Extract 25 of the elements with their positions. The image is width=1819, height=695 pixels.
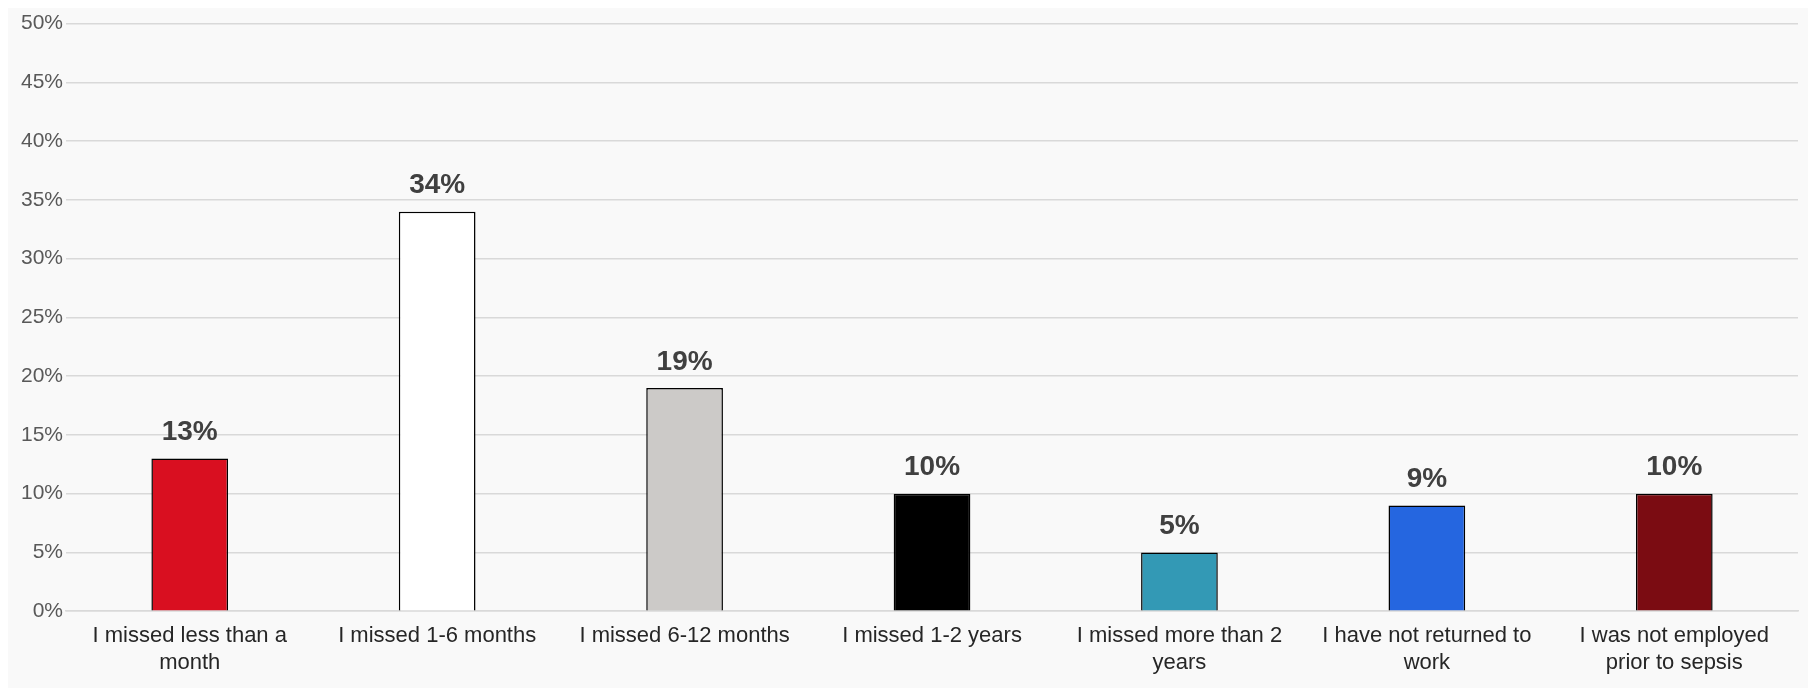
- x-tick-label: I missed less than a month: [92, 622, 288, 674]
- data-label: 19%: [656, 344, 713, 376]
- y-tick-label: 15%: [21, 421, 64, 445]
- x-tick-label: I missed 1-2 years: [842, 622, 1022, 648]
- y-tick-label: 25%: [21, 304, 64, 328]
- y-tick-label: 50%: [21, 10, 64, 34]
- y-tick-label: 30%: [21, 245, 64, 269]
- data-label: 10%: [903, 450, 961, 482]
- x-tick-label: I was not employed prior to sepsis: [1579, 622, 1770, 674]
- y-tick-label: 5%: [32, 539, 64, 563]
- y-tick-label: 20%: [21, 362, 64, 386]
- x-tick-label: I have not returned to work: [1322, 622, 1532, 674]
- data-label: 5%: [1159, 509, 1200, 541]
- data-label: 10%: [1646, 450, 1703, 482]
- y-tick-label: 0%: [32, 598, 64, 621]
- data-label: 34%: [409, 168, 466, 200]
- y-tick-label: 10%: [21, 480, 64, 504]
- x-tick-label: I missed 6-12 months: [579, 622, 790, 648]
- x-tick-label: I missed more than 2 years: [1076, 622, 1283, 674]
- x-tick-label: I missed 1-6 months: [338, 622, 537, 648]
- data-label: 13%: [161, 415, 218, 447]
- y-tick-label: 40%: [21, 127, 64, 151]
- y-tick-label: 45%: [21, 69, 64, 93]
- y-tick-label: 35%: [21, 186, 64, 210]
- data-label: 9%: [1406, 462, 1448, 494]
